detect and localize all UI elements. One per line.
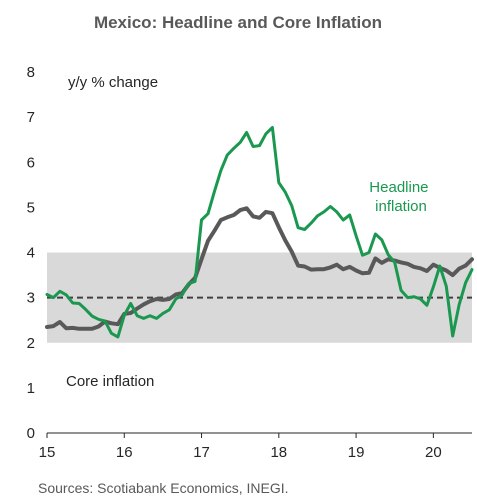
- y-axis-label: y/y % change: [68, 74, 158, 91]
- y-tick-label: 7: [27, 109, 35, 126]
- chart-title: Mexico: Headline and Core Inflation: [94, 13, 382, 32]
- y-tick-label: 8: [27, 64, 35, 81]
- x-tick-layer: 15 16 17 18 19 20: [39, 433, 442, 461]
- y-tick-label: 4: [27, 245, 35, 262]
- y-tick-label: 1: [27, 380, 35, 397]
- y-tick-label: 2: [27, 335, 35, 352]
- x-tick-label: 18: [270, 444, 287, 461]
- headline-label-line-1: Headline: [369, 179, 428, 196]
- x-tick-label: 19: [348, 444, 365, 461]
- core-series-label: Core inflation: [66, 373, 154, 390]
- headline-inflation-line: [45, 126, 474, 339]
- y-tick-label: 0: [27, 425, 35, 442]
- series-layer: [45, 126, 474, 339]
- headline-label-line-2: inflation: [375, 198, 427, 215]
- x-tick-label: 17: [193, 444, 210, 461]
- source-note: Sources: Scotiabank Economics, INEGI.: [38, 480, 289, 496]
- y-tick-layer: 0 1 2 3 4 5 6 7 8: [27, 64, 35, 442]
- headline-series-label: Headline inflation: [369, 179, 432, 215]
- plot-area: 15 16 17 18 19 20 0 1 2 3 4 5 6 7 8: [27, 64, 474, 461]
- y-tick-label: 5: [27, 199, 35, 216]
- y-tick-label: 3: [27, 290, 35, 307]
- y-tick-label: 6: [27, 154, 35, 171]
- x-tick-label: 15: [39, 444, 56, 461]
- x-tick-label: 16: [116, 444, 133, 461]
- core-inflation-line: [45, 206, 474, 331]
- x-tick-label: 20: [425, 444, 442, 461]
